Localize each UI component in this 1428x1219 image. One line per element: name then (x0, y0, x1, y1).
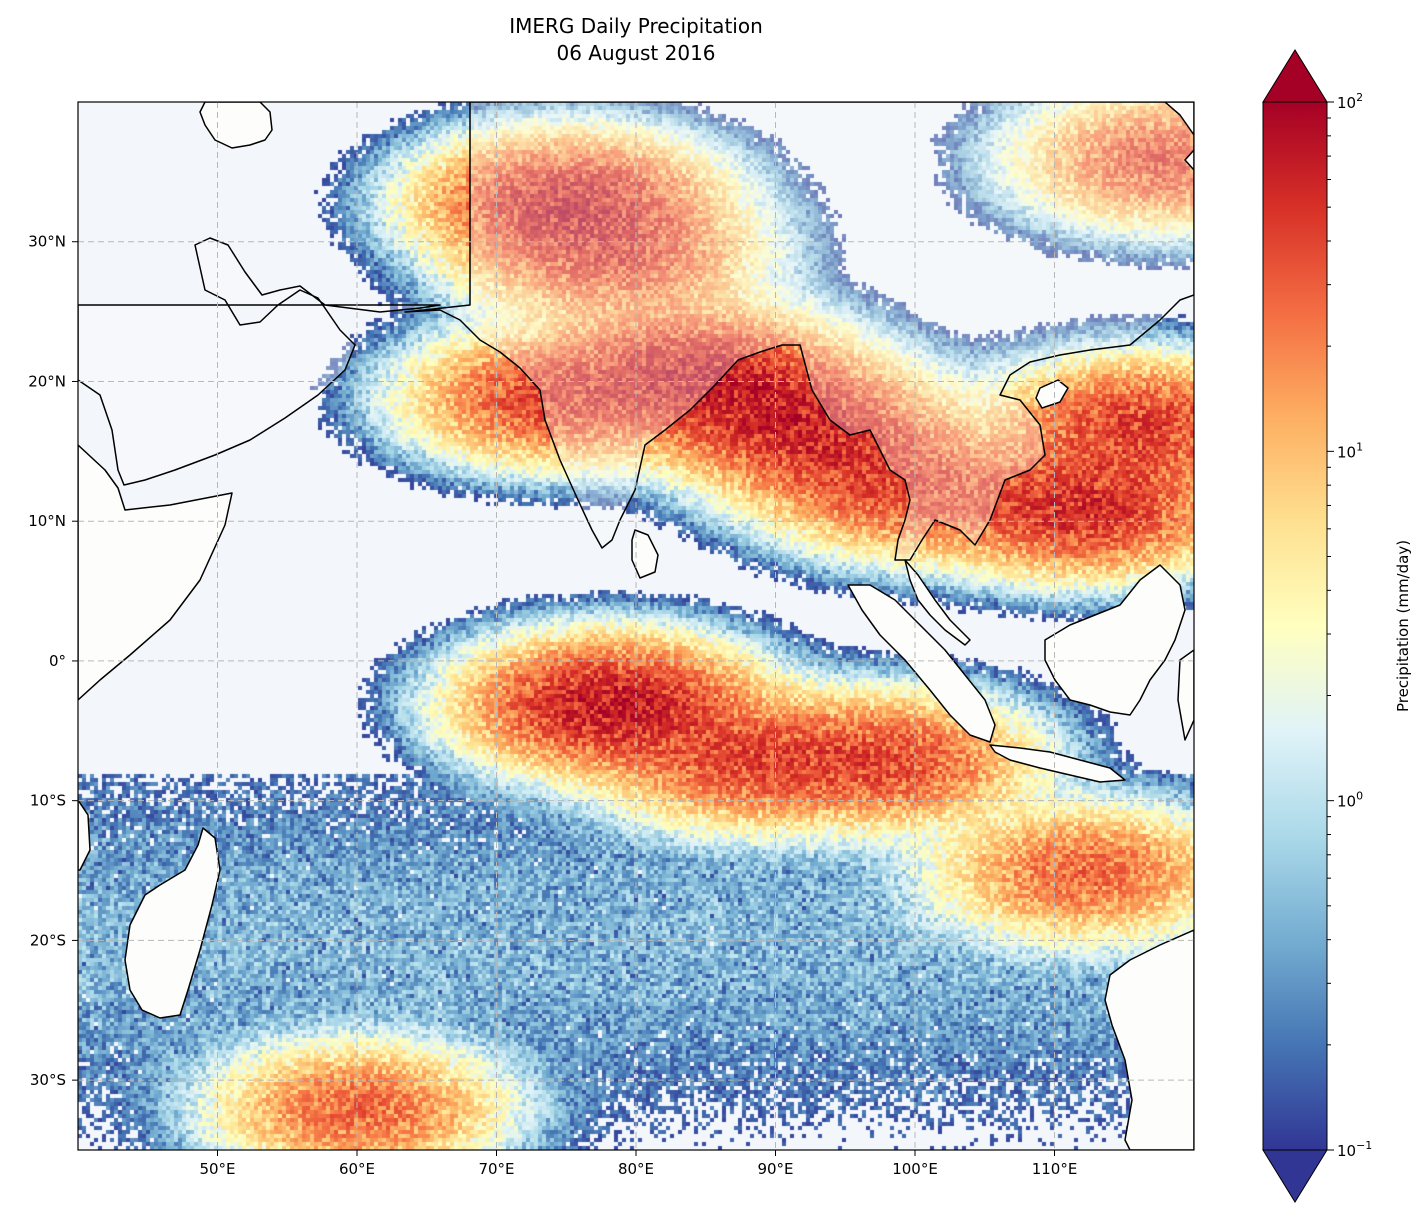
land-australia (1104, 929, 1194, 1150)
colorbar-frame (1262, 101, 1328, 1151)
lon-tick-label: 90°E (757, 1160, 793, 1178)
land-east-asia-coast (1164, 102, 1194, 136)
land-java (989, 744, 1126, 783)
lon-tick-label: 60°E (339, 1160, 375, 1178)
lat-tick-label: 30°S (30, 1071, 66, 1089)
map-title: IMERG Daily Precipitation (509, 14, 763, 38)
colorbar-body (1263, 102, 1327, 1150)
map-subtitle-date: 06 August 2016 (556, 41, 715, 65)
colorbar-tick-label: 10−1 (1337, 1139, 1372, 1160)
gridlines (78, 102, 1194, 1150)
land-hainan (1035, 379, 1069, 409)
land-sri-lanka (631, 529, 659, 579)
lon-tick-label: 80°E (618, 1160, 654, 1178)
lat-tick-label: 20°S (30, 931, 66, 949)
latitude-axis: 30°N 20°N 10°N 0° 10°S 20°S 30°S (28, 233, 78, 1089)
land-sumatra (847, 584, 996, 743)
land-arabia (78, 237, 441, 486)
land-africa-horn (78, 444, 233, 701)
colorbar-extend-min (1262, 1149, 1328, 1203)
colorbar-ticks: 102 101 100 10−1 (1327, 91, 1372, 1160)
map-panel (77, 101, 1195, 1151)
lat-tick-label: 30°N (28, 233, 66, 251)
lon-tick-label: 100°E (892, 1160, 938, 1178)
longitude-axis: 50°E 60°E 70°E 80°E 90°E 100°E 110°E (199, 1150, 1077, 1178)
colorbar: 102 101 100 10−1 Precipitation (mm/day) (1262, 49, 1412, 1203)
colorbar-tick-label: 101 (1337, 440, 1363, 461)
land-africa-south (78, 799, 91, 871)
lat-tick-label: 20°N (28, 372, 66, 390)
land-india (404, 102, 1194, 561)
land-korea (1184, 149, 1194, 171)
lon-tick-label: 50°E (199, 1160, 235, 1178)
lat-tick-label: 10°N (28, 512, 66, 530)
lon-tick-label: 110°E (1032, 1160, 1078, 1178)
colorbar-extend-max (1262, 49, 1328, 103)
coastlines (78, 102, 1194, 1150)
lon-tick-label: 70°E (478, 1160, 514, 1178)
land-sulawesi (1177, 649, 1194, 741)
lat-tick-label: 0° (49, 652, 66, 670)
colorbar-tick-label: 102 (1337, 91, 1363, 112)
land-madagascar (124, 827, 221, 1019)
land-borneo (1044, 564, 1186, 716)
colorbar-tick-label: 100 (1337, 790, 1363, 811)
lat-tick-label: 10°S (30, 792, 66, 810)
colorbar-label: Precipitation (mm/day) (1394, 540, 1412, 712)
